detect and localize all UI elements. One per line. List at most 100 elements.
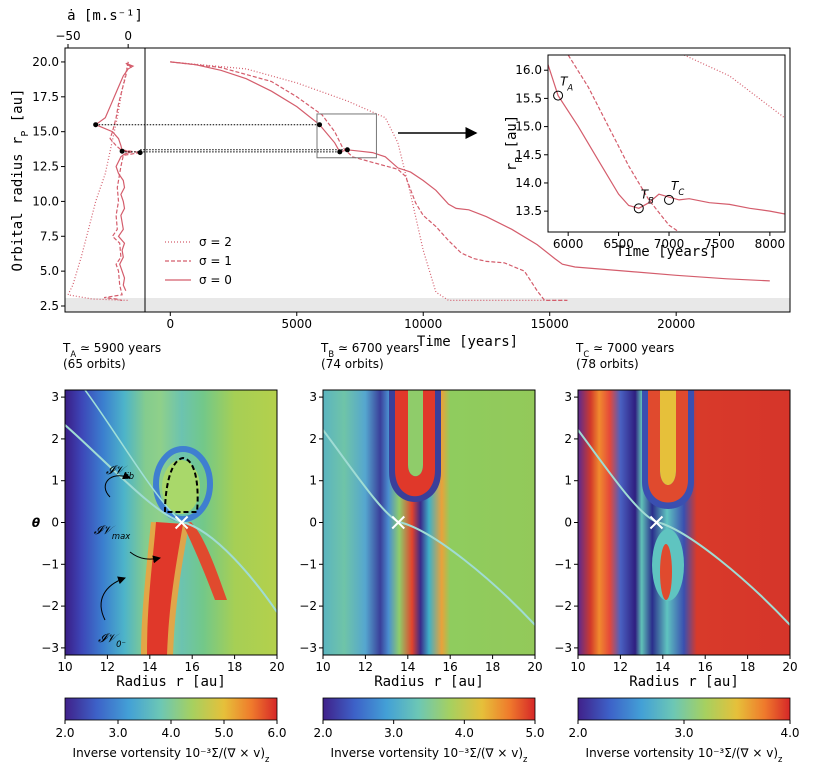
map-feature: [162, 460, 200, 514]
colorbar-tick-label: 2.0: [55, 726, 74, 740]
map-feature: [660, 390, 676, 485]
x-tick-label: 10: [570, 660, 585, 674]
x-axis-label: Radius r [au]: [116, 674, 226, 690]
panel-subtitle: (78 orbits): [576, 357, 639, 371]
y-tick-label: 7.5: [40, 229, 59, 243]
y-tick-label: 0: [564, 516, 572, 530]
panel-title-part: C: [583, 349, 589, 359]
point-label: TB: [641, 187, 654, 205]
y-tick-label: 1: [309, 474, 317, 488]
colorbar-label-part: Inverse vortensity 10⁻³Σ/(∇ × v): [331, 746, 524, 760]
panel-subtitle: (74 orbits): [321, 357, 384, 371]
series-line: [548, 64, 785, 215]
annotation-part: 𝓘𝒱: [98, 631, 120, 645]
y-tick-label: 2: [51, 432, 59, 446]
series-line: [94, 62, 135, 291]
x-tick-label: 10: [315, 660, 330, 674]
annotation-part: lib: [124, 471, 134, 481]
point: [337, 149, 343, 155]
colorbar-tick-label: 5.0: [214, 726, 233, 740]
colorbar-label-part: Inverse vortensity 10⁻³Σ/(∇ × v): [73, 746, 266, 760]
annotation-part: 𝓘𝒱: [94, 523, 116, 537]
legend-label: σ = 1: [199, 254, 232, 268]
y-tick-label: 1: [564, 474, 572, 488]
annotation-part: 0⁻: [116, 639, 126, 649]
map-feature: [147, 522, 183, 655]
x-axis-label: Time [years]: [616, 244, 717, 260]
y-tick-label: −1: [41, 557, 59, 571]
series-line: [170, 61, 770, 282]
series-line: [567, 55, 680, 232]
planet-marker: [174, 515, 189, 530]
vortensity-map: [323, 390, 535, 655]
point: [317, 122, 323, 128]
y-tick-label: 17.5: [32, 90, 59, 104]
point-label-part: A: [566, 83, 573, 93]
x-tick-label: 0: [166, 317, 174, 331]
map-feature: [660, 544, 672, 600]
vortensity-map: [578, 390, 790, 655]
colorbar-label-part: Inverse vortensity 10⁻³Σ/(∇ × v): [586, 746, 779, 760]
map-feature: [395, 390, 435, 497]
colorbar-label: Inverse vortensity 10⁻³Σ/(∇ × v)z: [586, 746, 784, 764]
x-tick-label: 14: [655, 660, 670, 674]
y-tick-label: 3: [51, 390, 59, 404]
panel-title: TC ≃ 7000 years: [575, 341, 674, 359]
colorbar-tick-label: 3.0: [108, 726, 127, 740]
panel-title-part: T: [62, 341, 71, 355]
point-label: TA: [560, 75, 573, 93]
x-tick-label: 15000: [531, 317, 569, 331]
y-axis-label-part: Orbital radius r: [10, 137, 26, 272]
y-tick-label: −1: [554, 557, 572, 571]
point: [137, 150, 143, 156]
panel-title-part: ≃ 5900 years: [76, 341, 161, 355]
x-tick-label: 14: [142, 660, 157, 674]
point: [344, 147, 350, 153]
point: [664, 194, 675, 205]
legend-label: σ = 0: [199, 273, 232, 287]
annotation-part: 𝓘𝒱: [106, 463, 128, 477]
annotation-arrow: [100, 576, 126, 621]
colorbar-tick-label: 2.0: [313, 726, 332, 740]
y-tick-label: −2: [41, 599, 59, 613]
y-axis-label-part: [au]: [504, 115, 520, 157]
y-tick-label: 0: [309, 516, 317, 530]
y-tick-label: 3: [564, 390, 572, 404]
x-tick-label: 20000: [657, 317, 695, 331]
panel-title-part: B: [328, 349, 334, 359]
y-axis-label-part: P: [514, 157, 525, 163]
y-tick-label: 2.5: [40, 299, 59, 313]
annotation: 𝓘𝒱max: [94, 523, 131, 541]
y-tick-label: 14.5: [515, 148, 542, 162]
x-tick-label: 18: [740, 660, 755, 674]
colorbar: [64, 697, 278, 721]
colorbar: [577, 697, 791, 721]
y-tick-label: 10.0: [32, 194, 59, 208]
x-tick-label: 12: [358, 660, 373, 674]
y-tick-label: 2: [564, 432, 572, 446]
panel-title-part: ≃ 7000 years: [589, 341, 674, 355]
panel-title-part: ≃ 6700 years: [334, 341, 419, 355]
map-feature: [408, 390, 423, 477]
annotation: 𝓘𝒱0⁻: [98, 631, 126, 649]
panel-title: TA ≃ 5900 years: [62, 341, 161, 359]
annotation: 𝓘𝒱lib: [106, 463, 134, 481]
panel-title-part: A: [70, 349, 76, 359]
x-tick-label: 12: [100, 660, 115, 674]
panel-title-part: T: [320, 341, 329, 355]
y-tick-label: 15.0: [515, 120, 542, 134]
colorbar-label-part: z: [778, 754, 783, 764]
x-tick-label: 0: [124, 29, 132, 43]
series-line: [683, 55, 785, 119]
x-tick-label: 10000: [404, 317, 442, 331]
panel-title: TB ≃ 6700 years: [320, 341, 419, 359]
colorbar-label-part: z: [265, 754, 270, 764]
map-feature: [648, 390, 688, 503]
point-label-part: C: [678, 187, 684, 197]
colorbar-tick-label: 5.0: [525, 726, 544, 740]
x-tick-label: 16: [698, 660, 713, 674]
y-axis-label: rP [au]: [504, 115, 525, 172]
x-tick-label: 20: [527, 660, 542, 674]
annotation-part: max: [112, 531, 131, 541]
y-axis-label-part: [au]: [10, 89, 26, 131]
